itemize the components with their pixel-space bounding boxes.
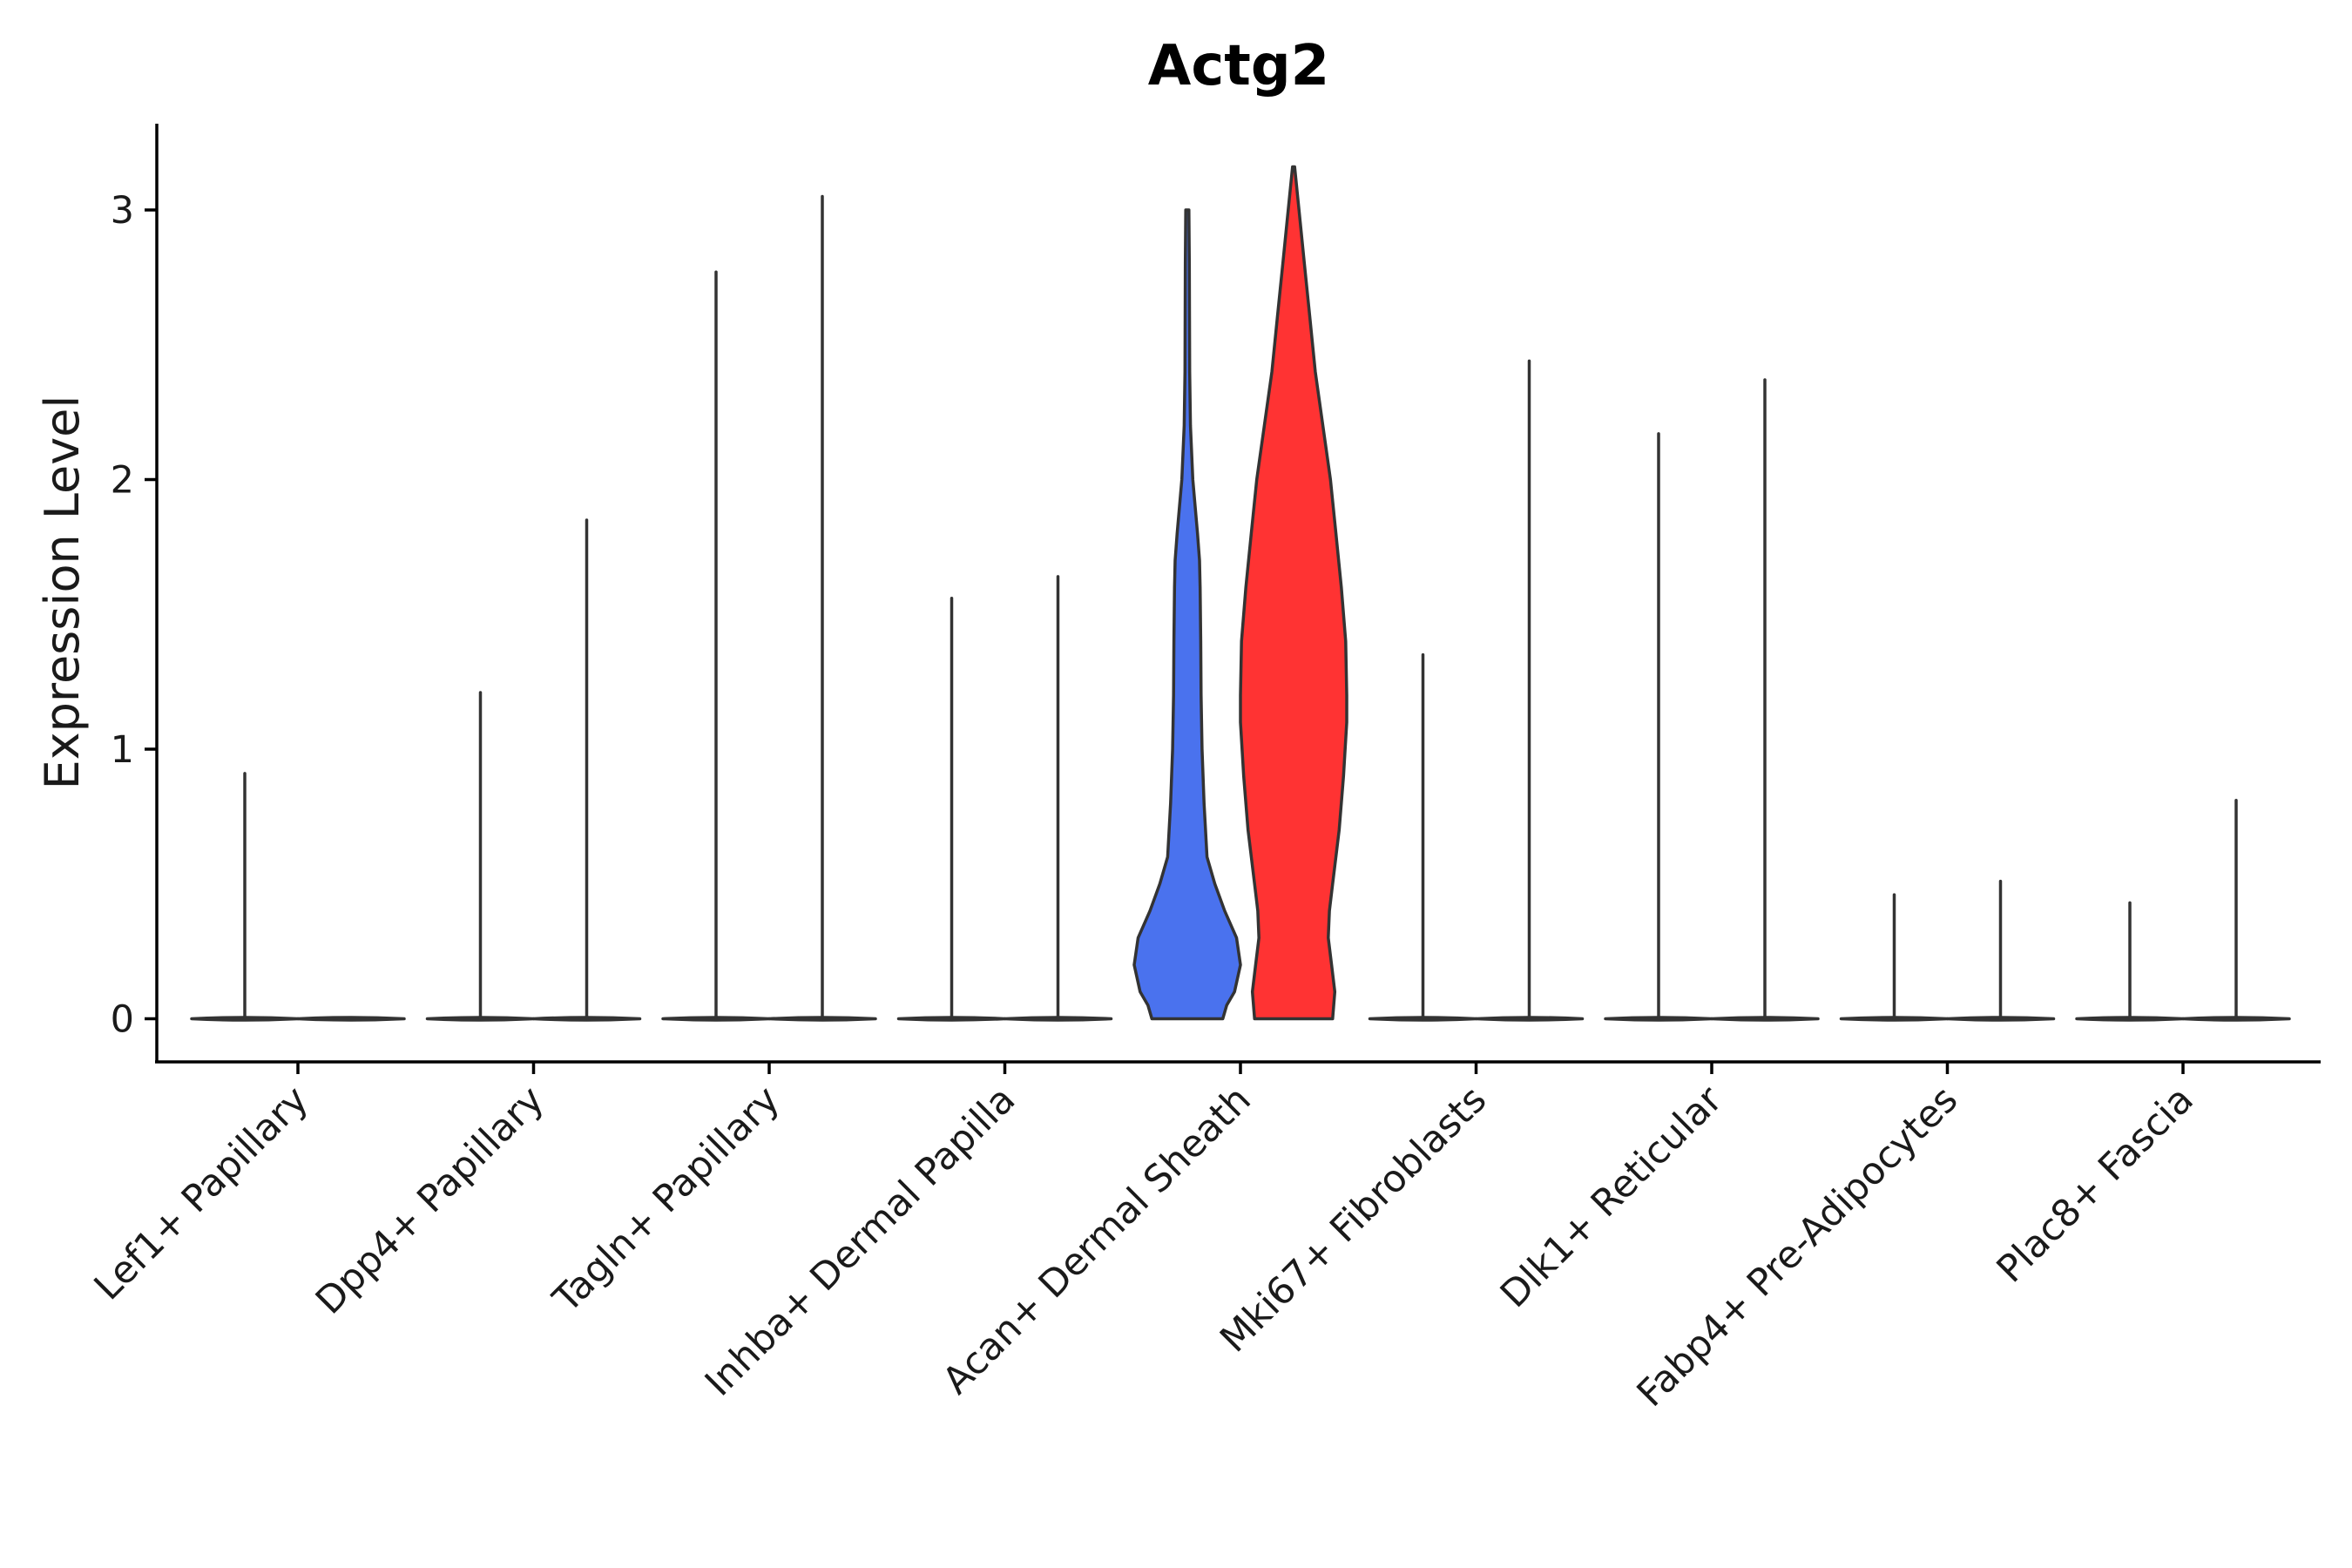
violin-group-1 bbox=[1132, 208, 1242, 1021]
y-tick-label: 2 bbox=[111, 459, 134, 503]
y-axis-title: Expression Level bbox=[35, 395, 90, 790]
y-tick-label: 1 bbox=[111, 728, 134, 772]
y-tick-label: 3 bbox=[111, 189, 134, 233]
violin-layer bbox=[190, 165, 2291, 1022]
y-axis-ticks: 0 1 2 3 bbox=[111, 189, 157, 1041]
x-tick-label: Dlk1+ Reticular bbox=[1492, 1078, 1731, 1316]
x-tick-label: Mki67+ Fibroblasts bbox=[1212, 1078, 1495, 1361]
chart-title: Actg2 bbox=[1148, 34, 1329, 98]
y-tick-label: 0 bbox=[111, 997, 134, 1041]
x-tick-label: Tagln+ Papillary bbox=[544, 1078, 788, 1321]
x-tick-label: Plac8+ Fascia bbox=[1989, 1078, 2202, 1291]
violin-group-2 bbox=[1239, 165, 1348, 1021]
x-tick-label: Dpp4+ Papillary bbox=[308, 1078, 552, 1322]
violin-base-group-2 bbox=[296, 1016, 406, 1022]
x-tick-label: Lef1+ Papillary bbox=[86, 1078, 317, 1308]
